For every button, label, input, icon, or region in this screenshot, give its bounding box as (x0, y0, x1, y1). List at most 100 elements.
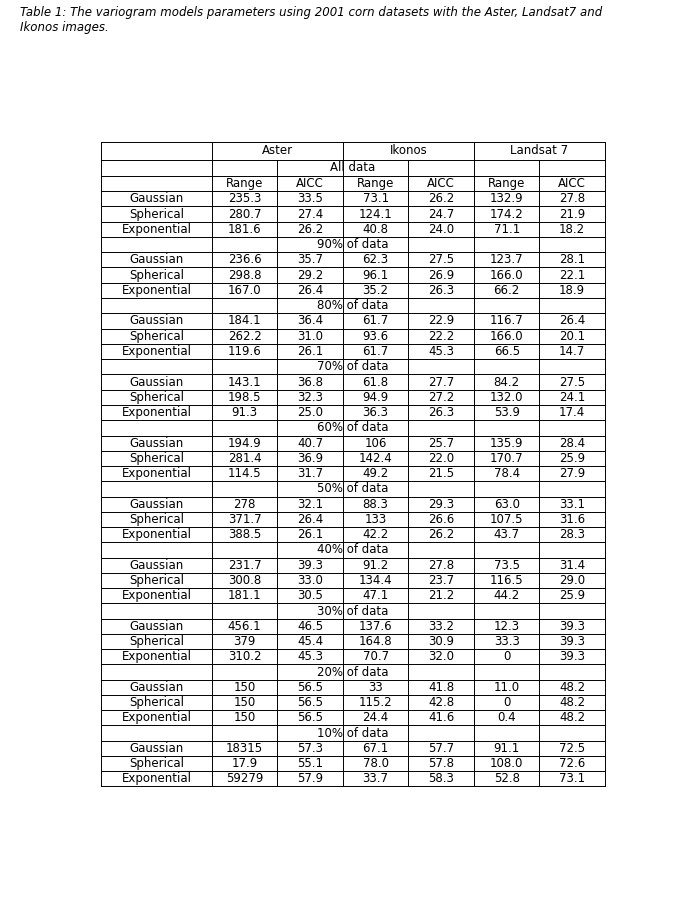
Text: 71.1: 71.1 (494, 223, 520, 236)
Text: 66.2: 66.2 (494, 283, 520, 297)
Text: 262.2: 262.2 (227, 330, 262, 343)
Text: 31.4: 31.4 (559, 558, 585, 572)
Text: 40.7: 40.7 (297, 436, 323, 449)
Text: 142.4: 142.4 (359, 452, 392, 465)
Text: Exponential: Exponential (121, 283, 191, 297)
Text: 167.0: 167.0 (227, 283, 262, 297)
Text: 40% of data: 40% of data (317, 544, 389, 557)
Text: 135.9: 135.9 (490, 436, 524, 449)
Text: 379: 379 (234, 635, 256, 648)
Text: 60% of data: 60% of data (317, 421, 389, 435)
Text: 29.3: 29.3 (428, 498, 454, 511)
Text: 11.0: 11.0 (494, 681, 520, 694)
Text: 46.5: 46.5 (297, 620, 323, 633)
Text: 91.1: 91.1 (494, 742, 520, 755)
Text: 73.1: 73.1 (559, 772, 585, 785)
Text: 43.7: 43.7 (494, 528, 520, 541)
Text: 22.2: 22.2 (428, 330, 454, 343)
Text: 371.7: 371.7 (227, 513, 262, 525)
Text: 61.7: 61.7 (362, 315, 389, 327)
Text: 298.8: 298.8 (228, 269, 262, 282)
Text: 25.7: 25.7 (428, 436, 454, 449)
Text: 57.3: 57.3 (297, 742, 323, 755)
Text: Gaussian: Gaussian (129, 681, 183, 694)
Text: Ikonos: Ikonos (390, 145, 427, 158)
Text: 174.2: 174.2 (490, 207, 524, 220)
Text: 14.7: 14.7 (559, 345, 586, 358)
Text: 123.7: 123.7 (490, 253, 524, 267)
Text: 27.4: 27.4 (297, 207, 323, 220)
Text: Range: Range (226, 177, 264, 190)
Text: Gaussian: Gaussian (129, 498, 183, 511)
Text: 35.7: 35.7 (297, 253, 323, 267)
Text: 78.0: 78.0 (363, 757, 389, 770)
Text: 26.3: 26.3 (428, 406, 454, 419)
Text: 26.1: 26.1 (297, 528, 323, 541)
Text: 231.7: 231.7 (227, 558, 262, 572)
Text: 56.5: 56.5 (297, 696, 323, 709)
Text: 0: 0 (503, 696, 510, 709)
Text: 20% of data: 20% of data (317, 666, 389, 679)
Text: 42.2: 42.2 (362, 528, 389, 541)
Text: 30.5: 30.5 (297, 589, 323, 602)
Text: 300.8: 300.8 (228, 574, 262, 587)
Text: 0: 0 (503, 650, 510, 663)
Text: 70.7: 70.7 (362, 650, 389, 663)
Text: 181.1: 181.1 (227, 589, 262, 602)
Text: 170.7: 170.7 (490, 452, 524, 465)
Text: 66.5: 66.5 (494, 345, 520, 358)
Text: 93.6: 93.6 (362, 330, 389, 343)
Text: Spherical: Spherical (129, 452, 184, 465)
Text: AICC: AICC (296, 177, 324, 190)
Text: 24.0: 24.0 (428, 223, 454, 236)
Text: 132.0: 132.0 (490, 391, 524, 403)
Text: 137.6: 137.6 (359, 620, 392, 633)
Text: 45.3: 45.3 (297, 650, 323, 663)
Text: Table 1: The variogram models parameters using 2001 corn datasets with the Aster: Table 1: The variogram models parameters… (20, 6, 603, 19)
Text: 26.6: 26.6 (428, 513, 454, 525)
Text: 32.1: 32.1 (297, 498, 323, 511)
Text: 35.2: 35.2 (363, 283, 389, 297)
Text: 56.5: 56.5 (297, 681, 323, 694)
Text: Range: Range (357, 177, 394, 190)
Text: 36.9: 36.9 (297, 452, 323, 465)
Text: 41.8: 41.8 (428, 681, 454, 694)
Text: 164.8: 164.8 (359, 635, 392, 648)
Text: 36.3: 36.3 (363, 406, 389, 419)
Text: 33.0: 33.0 (297, 574, 323, 587)
Text: 33.2: 33.2 (428, 620, 454, 633)
Text: 18315: 18315 (226, 742, 263, 755)
Text: 310.2: 310.2 (228, 650, 262, 663)
Text: 27.8: 27.8 (428, 558, 454, 572)
Text: 62.3: 62.3 (362, 253, 389, 267)
Text: 58.3: 58.3 (428, 772, 454, 785)
Text: Landsat 7: Landsat 7 (510, 145, 569, 158)
Text: 150: 150 (234, 681, 256, 694)
Text: AICC: AICC (427, 177, 455, 190)
Text: 24.4: 24.4 (362, 712, 389, 724)
Text: 23.7: 23.7 (428, 574, 454, 587)
Text: 26.2: 26.2 (297, 223, 323, 236)
Text: 61.8: 61.8 (362, 376, 389, 389)
Text: Exponential: Exponential (121, 345, 191, 358)
Text: 96.1: 96.1 (362, 269, 389, 282)
Text: Spherical: Spherical (129, 513, 184, 525)
Text: 133: 133 (364, 513, 387, 525)
Text: Gaussian: Gaussian (129, 742, 183, 755)
Text: 29.0: 29.0 (559, 574, 585, 587)
Text: 25.0: 25.0 (297, 406, 323, 419)
Text: 30% of data: 30% of data (317, 604, 389, 617)
Text: Exponential: Exponential (121, 406, 191, 419)
Text: 44.2: 44.2 (494, 589, 520, 602)
Text: 388.5: 388.5 (228, 528, 262, 541)
Text: 116.5: 116.5 (490, 574, 524, 587)
Text: 32.3: 32.3 (297, 391, 323, 403)
Text: 236.6: 236.6 (227, 253, 262, 267)
Text: 143.1: 143.1 (227, 376, 262, 389)
Text: 26.4: 26.4 (297, 513, 323, 525)
Text: 39.3: 39.3 (559, 635, 585, 648)
Text: 107.5: 107.5 (490, 513, 524, 525)
Text: 280.7: 280.7 (228, 207, 262, 220)
Text: 49.2: 49.2 (362, 467, 389, 480)
Text: 184.1: 184.1 (227, 315, 262, 327)
